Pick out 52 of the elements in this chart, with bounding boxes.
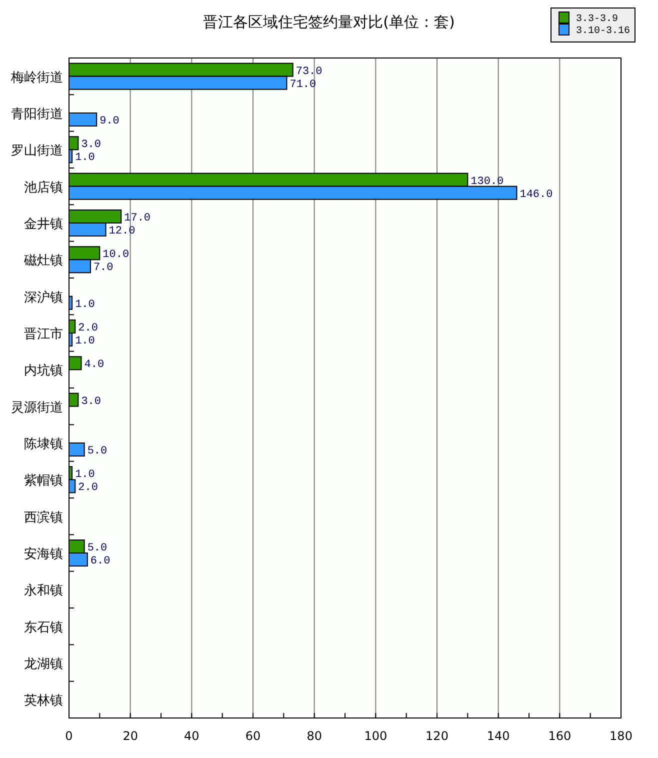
data-label: 2.0 bbox=[78, 482, 98, 494]
y-tick-label: 永和镇 bbox=[24, 582, 63, 599]
y-tick-label: 梅岭街道 bbox=[10, 70, 63, 86]
data-label: 4.0 bbox=[84, 359, 104, 372]
x-tick-label: 0 bbox=[65, 729, 73, 743]
data-label: 71.0 bbox=[290, 78, 316, 91]
y-tick-label: 磁灶镇 bbox=[23, 254, 63, 269]
data-label: 17.0 bbox=[124, 212, 151, 224]
y-tick-label: 晋江市 bbox=[24, 327, 63, 342]
y-tick-label: 安海镇 bbox=[24, 546, 63, 562]
y-tick-label: 西滨镇 bbox=[24, 509, 63, 526]
data-label: 1.0 bbox=[75, 336, 95, 348]
y-tick-label: 东石镇 bbox=[24, 620, 63, 636]
data-label: 73.0 bbox=[296, 66, 322, 78]
data-label: 6.0 bbox=[90, 556, 110, 568]
data-label: 7.0 bbox=[93, 262, 114, 274]
data-label: 9.0 bbox=[100, 116, 120, 128]
data-label: 12.0 bbox=[108, 226, 136, 238]
x-tick-label: 160 bbox=[548, 729, 572, 743]
data-label: 1.0 bbox=[75, 152, 95, 164]
data-label: 5.0 bbox=[87, 542, 108, 554]
data-label: 130.0 bbox=[470, 176, 504, 188]
chart-title: 晋江各区域住宅签约量对比(单位：套) bbox=[203, 13, 455, 31]
x-tick-label: 120 bbox=[426, 729, 448, 743]
y-tick-label: 陈埭镇 bbox=[24, 437, 63, 452]
x-tick-label: 60 bbox=[245, 729, 261, 743]
data-label: 5.0 bbox=[87, 446, 108, 458]
y-tick-label: 灵源街道 bbox=[11, 400, 63, 416]
y-tick-label: 内坑镇 bbox=[24, 364, 63, 379]
data-label: 10.0 bbox=[102, 249, 130, 262]
legend-label: 3.10-3.16 bbox=[576, 26, 630, 37]
x-tick-label: 180 bbox=[610, 729, 632, 743]
data-label: 146.0 bbox=[520, 188, 553, 201]
data-label: 1.0 bbox=[75, 469, 95, 482]
y-tick-label: 金井镇 bbox=[24, 217, 63, 232]
x-tick-label: 100 bbox=[364, 729, 388, 743]
y-tick-label: 深沪镇 bbox=[24, 289, 63, 306]
x-tick-label: 80 bbox=[306, 729, 322, 743]
y-tick-label: 龙湖镇 bbox=[24, 657, 63, 672]
x-tick-label: 20 bbox=[122, 729, 138, 743]
x-tick-label: 140 bbox=[486, 729, 510, 743]
y-tick-label: 紫帽镇 bbox=[24, 474, 63, 489]
data-label: 3.0 bbox=[81, 396, 102, 408]
data-label: 1.0 bbox=[75, 298, 95, 311]
x-tick-label: 40 bbox=[184, 729, 200, 743]
y-tick-label: 池店镇 bbox=[24, 179, 63, 196]
y-tick-label: 罗山街道 bbox=[11, 144, 63, 159]
y-tick-label: 英林镇 bbox=[24, 694, 63, 709]
y-tick-label: 青阳街道 bbox=[11, 107, 63, 122]
data-label: 2.0 bbox=[78, 322, 98, 334]
legend-label: 3.3-3.9 bbox=[576, 14, 618, 25]
data-label: 3.0 bbox=[81, 139, 102, 152]
